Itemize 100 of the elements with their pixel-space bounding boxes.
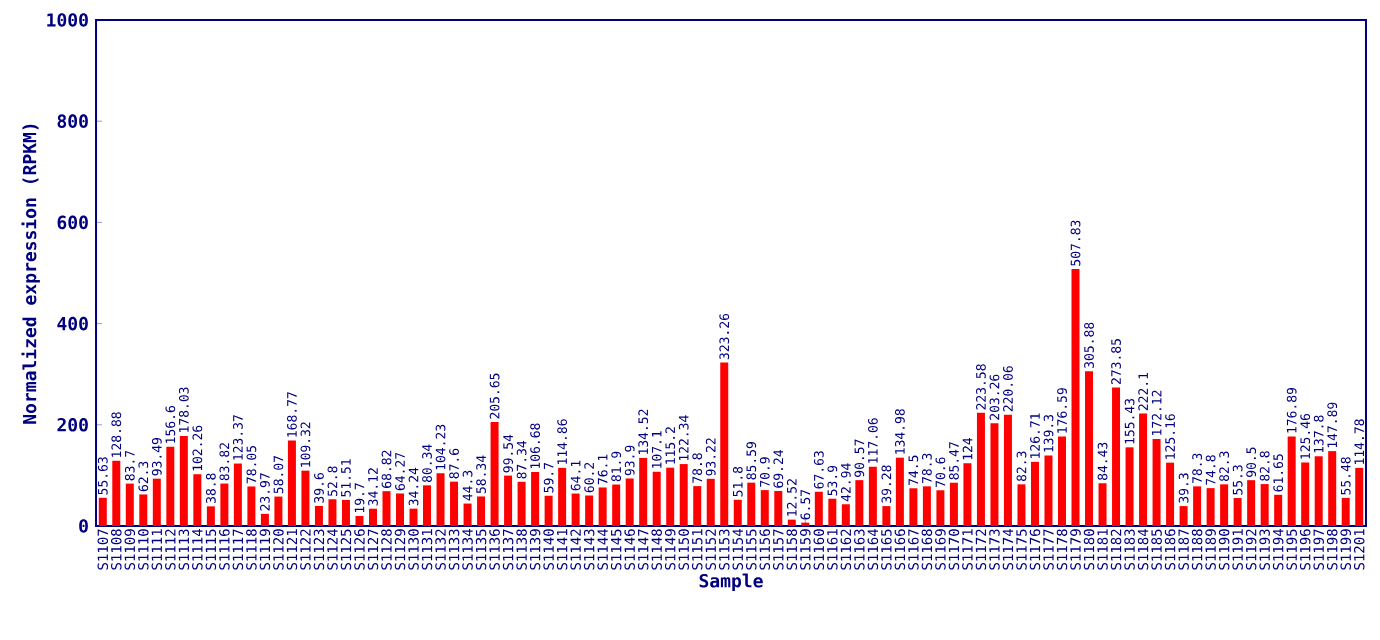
y-axis-title: Normalized expression (RPKM) <box>21 124 40 424</box>
bar <box>814 491 823 526</box>
bar <box>98 497 107 526</box>
bar <box>112 460 121 526</box>
bar <box>382 491 391 526</box>
y-tick-label: 800 <box>57 114 88 128</box>
bar <box>909 488 918 526</box>
bar <box>1017 484 1026 526</box>
bar <box>368 508 377 526</box>
bar <box>274 496 283 526</box>
bar <box>1193 486 1202 526</box>
bar <box>882 506 891 526</box>
bar <box>355 516 364 526</box>
bar <box>436 473 445 526</box>
bar <box>760 490 769 526</box>
y-tick-label: 1000 <box>47 13 88 27</box>
bar <box>504 475 513 526</box>
bar <box>922 486 931 526</box>
y-tick-label: 400 <box>57 316 88 331</box>
bar <box>855 480 864 526</box>
bar <box>666 467 675 526</box>
bar <box>1058 436 1066 526</box>
bar <box>314 505 323 526</box>
bar <box>1314 456 1323 526</box>
bar <box>1085 371 1094 526</box>
bar <box>490 421 499 526</box>
bar <box>1098 483 1107 526</box>
y-tick-label: 200 <box>57 417 88 432</box>
bar <box>936 490 945 526</box>
bar <box>706 478 715 526</box>
bar <box>1274 494 1283 526</box>
bar <box>517 481 526 526</box>
bar <box>1247 480 1256 526</box>
bar <box>287 440 296 526</box>
bar <box>233 463 242 526</box>
bar <box>990 423 999 526</box>
bar <box>1206 488 1215 526</box>
bar <box>976 412 985 526</box>
bar <box>463 503 472 526</box>
bar <box>1139 413 1148 526</box>
bar <box>1179 506 1188 526</box>
bar <box>1341 497 1350 526</box>
bar <box>1220 484 1229 526</box>
bar <box>787 519 796 526</box>
bar <box>679 464 688 526</box>
y-tick-label: 600 <box>57 215 88 230</box>
bar <box>1044 455 1053 526</box>
bar <box>693 486 702 526</box>
bar <box>1071 269 1080 526</box>
bar <box>1260 484 1269 526</box>
bar <box>585 495 594 526</box>
bar <box>639 457 648 526</box>
bar <box>1152 438 1161 526</box>
bar <box>328 499 337 526</box>
bar <box>152 478 161 526</box>
bar <box>450 481 459 526</box>
bar <box>206 506 215 526</box>
bar <box>612 484 621 526</box>
bar <box>1287 436 1296 526</box>
bar <box>139 494 148 526</box>
bar <box>828 498 837 526</box>
bar <box>125 483 134 526</box>
bar <box>1112 387 1121 526</box>
bar <box>571 493 580 526</box>
bar <box>1030 461 1039 526</box>
bar <box>1301 462 1310 526</box>
bar <box>963 463 972 526</box>
bar <box>747 482 756 526</box>
bar <box>949 482 958 526</box>
bar <box>1125 447 1134 526</box>
bar <box>1233 497 1242 526</box>
bar <box>652 471 661 526</box>
bar <box>544 495 553 526</box>
x-axis-title: Sample <box>699 573 763 591</box>
bar <box>247 486 256 526</box>
bar <box>301 470 310 526</box>
bar <box>166 446 175 526</box>
bar <box>179 435 188 526</box>
bar <box>1355 467 1364 526</box>
bar <box>1003 414 1012 526</box>
bar <box>341 499 350 526</box>
bar <box>220 483 229 526</box>
bar <box>1328 451 1337 526</box>
bar <box>423 485 432 526</box>
y-tick-label: 0 <box>79 519 88 533</box>
bar <box>774 490 783 526</box>
bar <box>396 493 404 526</box>
bar <box>477 496 486 526</box>
bar <box>598 487 607 526</box>
bar <box>558 467 567 526</box>
bar <box>868 466 877 526</box>
bar <box>733 499 742 526</box>
bar <box>625 478 634 526</box>
bar <box>409 508 418 526</box>
bar <box>260 513 269 526</box>
bar <box>193 474 202 526</box>
bar <box>720 362 729 526</box>
bar <box>1166 462 1175 526</box>
bar <box>531 472 540 526</box>
bar <box>895 457 904 526</box>
